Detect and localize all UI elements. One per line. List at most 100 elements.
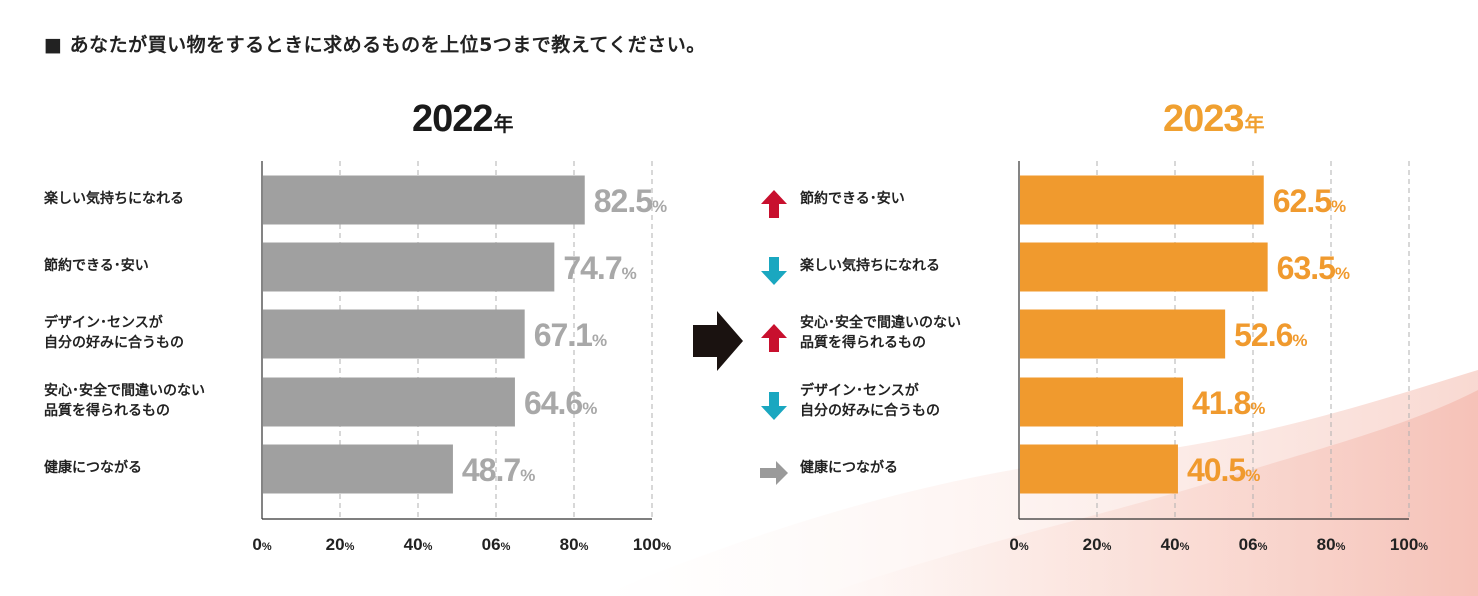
x-tick-label: 40% [404,535,433,554]
value-number: 52.6 [1234,317,1292,353]
bar [263,444,453,494]
category-label: 健康につながる [800,460,898,476]
x-tick-value: 40 [404,535,423,554]
x-tick-unit: % [1102,541,1112,553]
category-label: 安心･安全で間違いのない 品質を得られるもの [800,315,961,351]
trend-arrow-shape [760,461,788,485]
chart-title-2022: 2022年 [412,98,514,141]
x-tick-value: 0 [1009,535,1018,554]
down-arrow-icon [761,392,787,420]
x-tick-unit: % [1258,541,1268,553]
up-arrow-icon [761,324,787,352]
value-label: 67.1% [534,317,607,353]
x-tick-unit: % [1336,541,1346,553]
x-tick-label: 100% [633,535,671,554]
x-tick-label: 20% [1083,535,1112,554]
x-tick-unit: % [345,541,355,553]
x-tick-value: 0 [252,535,261,554]
value-unit: % [592,331,607,350]
x-tick-value: 20 [1083,535,1102,554]
category-label: 楽しい気持ちになれる [44,191,184,207]
trend-arrow-shape [761,257,787,285]
value-label: 40.5% [1187,452,1260,488]
value-unit: % [652,197,667,216]
value-label: 48.7% [462,452,535,488]
bar [1020,242,1268,292]
x-tick-label: 20% [326,535,355,554]
value-unit: % [1250,399,1265,418]
x-tick-value: 20 [326,535,345,554]
value-label: 62.5% [1273,183,1346,219]
category-label: デザイン･センスが 自分の好みに合うもの [44,315,184,351]
chart-title-unit: 年 [493,114,514,136]
x-tick-unit: % [661,541,671,553]
x-tick-value: 80 [560,535,579,554]
value-unit: % [520,466,535,485]
value-number: 48.7 [462,452,520,488]
value-unit: % [622,264,637,283]
bar [263,242,555,292]
category-label: 節約できる･安い [44,258,149,274]
x-tick-unit: % [423,541,433,553]
value-unit: % [582,399,597,418]
bar [263,175,585,225]
big-right-arrow-icon [693,311,743,371]
x-tick-unit: % [579,541,589,553]
down-arrow-icon [761,257,787,285]
x-tick-label: 0% [252,535,271,554]
value-label: 41.8% [1192,385,1265,421]
value-number: 74.7 [563,250,621,286]
value-unit: % [1331,197,1346,216]
chart-title-year: 2022 [412,98,494,140]
trend-arrow-shape [761,190,787,218]
chart-2023: 0% 20% 40% 06% 80% 100%62.5%63.5%52.6%41.8%40… [1009,161,1428,554]
up-arrow-icon [761,190,787,218]
value-unit: % [1245,466,1260,485]
x-tick-label: 06% [482,535,511,554]
x-tick-label: 06% [1239,535,1268,554]
x-tick-unit: % [262,541,272,553]
x-tick-value: 06 [482,535,501,554]
category-label: 楽しい気持ちになれる [800,258,940,274]
category-label: 安心･安全で間違いのない 品質を得られるもの [44,383,205,419]
x-tick-value: 100 [1390,535,1418,554]
value-unit: % [1335,264,1350,283]
x-tick-label: 80% [560,535,589,554]
value-unit: % [1292,331,1307,350]
x-tick-value: 80 [1317,535,1336,554]
value-number: 64.6 [524,385,582,421]
right-arrow-icon [760,461,788,485]
x-tick-unit: % [1019,541,1029,553]
trend-arrow-shape [761,324,787,352]
x-tick-unit: % [1418,541,1428,553]
value-number: 41.8 [1192,385,1250,421]
x-tick-value: 40 [1161,535,1180,554]
trend-arrow-shape [761,392,787,420]
value-number: 67.1 [534,317,592,353]
value-label: 63.5% [1277,250,1350,286]
x-tick-label: 80% [1317,535,1346,554]
value-label: 64.6% [524,385,597,421]
x-tick-label: 100% [1390,535,1428,554]
category-label: 節約できる･安い [800,191,905,207]
value-number: 40.5 [1187,452,1245,488]
survey-question: ■ あなたが買い物をするときに求めるものを上位5つまで教えてください。 [44,34,706,56]
chart-2022: 0% 20% 40% 06% 80% 100%82.5%74.7%67.1%64.6%48… [252,161,671,554]
x-tick-label: 0% [1009,535,1028,554]
value-number: 63.5 [1277,250,1335,286]
category-label: 健康につながる [44,460,142,476]
value-label: 52.6% [1234,317,1307,353]
x-tick-unit: % [1180,541,1190,553]
chart-title-unit: 年 [1244,114,1265,136]
x-tick-label: 40% [1161,535,1190,554]
x-tick-value: 06 [1239,535,1258,554]
bar [1020,175,1264,225]
chart-title-2023: 2023年 [1163,98,1265,141]
x-tick-unit: % [501,541,511,553]
chart-title-year: 2023 [1163,98,1245,140]
x-tick-value: 100 [633,535,661,554]
bar [263,309,525,359]
value-label: 74.7% [563,250,636,286]
category-label: デザイン･センスが 自分の好みに合うもの [800,383,940,419]
